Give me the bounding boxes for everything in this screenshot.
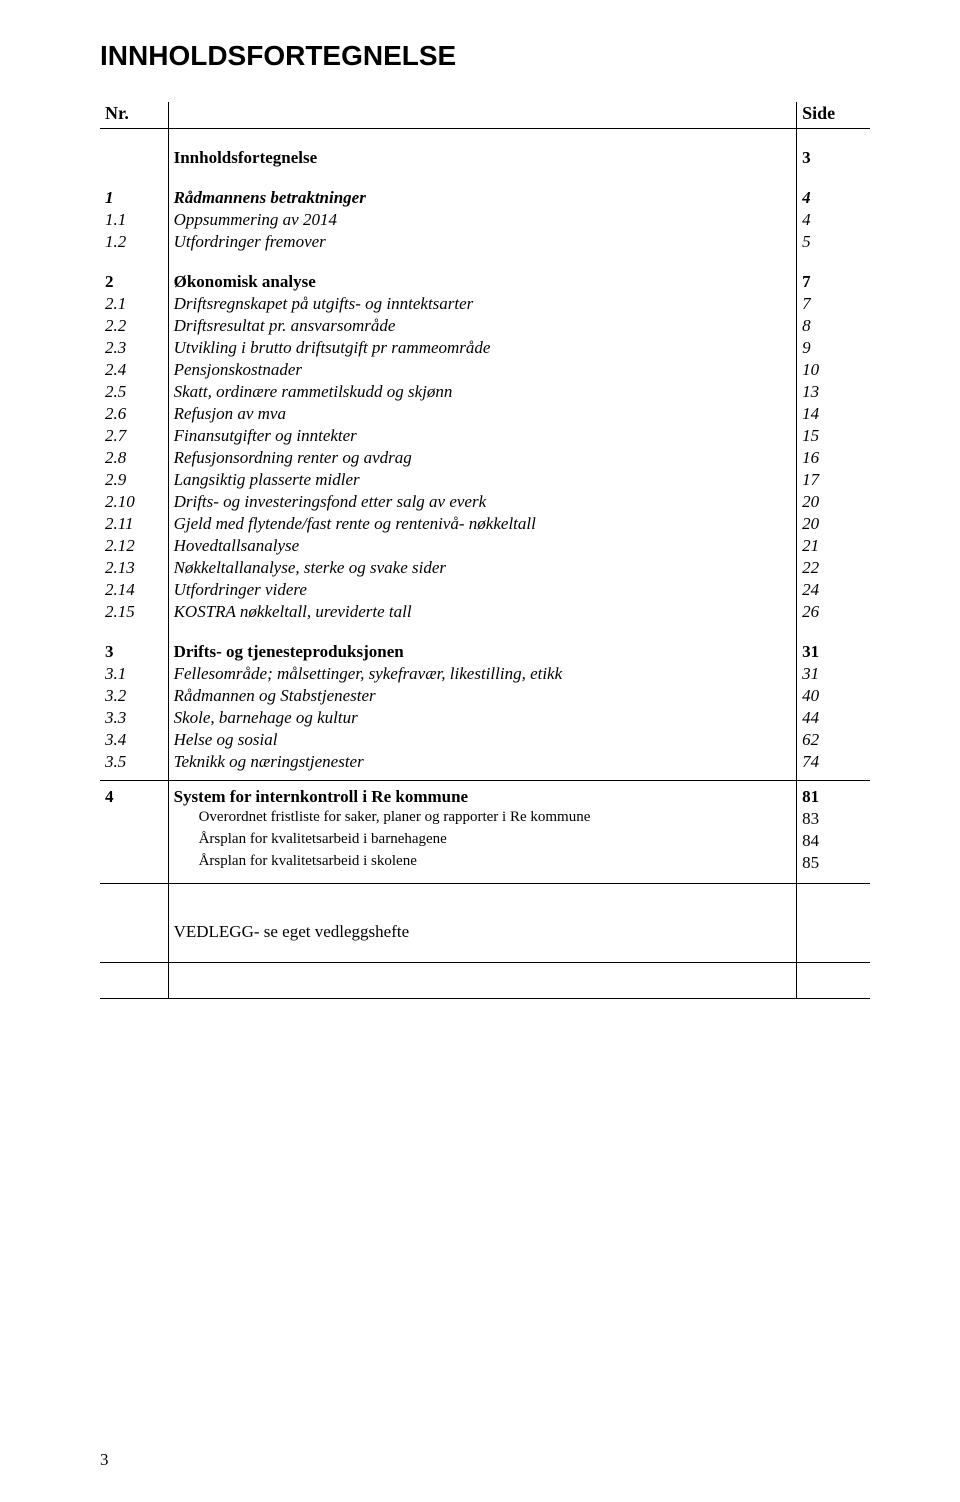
vedlegg-row: VEDLEGG- se eget vedleggshefte bbox=[100, 902, 870, 963]
empty-row bbox=[100, 874, 870, 884]
item-row: 2.12Hovedtallsanalyse21 bbox=[100, 535, 870, 557]
item-row: Årsplan for kvalitetsarbeid i skolene85 bbox=[100, 852, 870, 874]
item-row: 2.6Refusjon av mva14 bbox=[100, 403, 870, 425]
section-row: 3 Drifts- og tjenesteproduksjonen 31 bbox=[100, 641, 870, 663]
section-page: 31 bbox=[797, 641, 870, 663]
item-row: 2.9Langsiktig plasserte midler17 bbox=[100, 469, 870, 491]
section-nr: 1 bbox=[100, 187, 168, 209]
item-page: 4 bbox=[797, 209, 870, 231]
item-title: Utfordringer fremover bbox=[168, 231, 797, 253]
item-row: 2.4Pensjonskostnader10 bbox=[100, 359, 870, 381]
section-nr: 3 bbox=[100, 641, 168, 663]
header-nr: Nr. bbox=[100, 102, 168, 129]
item-row: 3.2Rådmannen og Stabstjenester40 bbox=[100, 685, 870, 707]
intro-page: 3 bbox=[797, 147, 870, 169]
section-title: System for internkontroll i Re kommune bbox=[168, 786, 797, 808]
item-row: Årsplan for kvalitetsarbeid i barnehagen… bbox=[100, 830, 870, 852]
item-row: 2.7Finansutgifter og inntekter15 bbox=[100, 425, 870, 447]
item-row: 3.3Skole, barnehage og kultur44 bbox=[100, 707, 870, 729]
section-row: 2 Økonomisk analyse 7 bbox=[100, 271, 870, 293]
item-row: 3.4Helse og sosial62 bbox=[100, 729, 870, 751]
intro-row: Innholdsfortegnelse 3 bbox=[100, 147, 870, 169]
item-row: 2.5Skatt, ordinære rammetilskudd og skjø… bbox=[100, 381, 870, 403]
item-row: 3.5Teknikk og næringstjenester74 bbox=[100, 751, 870, 781]
item-row: 2.1Driftsregnskapet på utgifts- og innte… bbox=[100, 293, 870, 315]
section-page: 81 bbox=[797, 786, 870, 808]
item-row: 2.11Gjeld med flytende/fast rente og ren… bbox=[100, 513, 870, 535]
item-nr: 1.1 bbox=[100, 209, 168, 231]
item-row: 2.3Utvikling i brutto driftsutgift pr ra… bbox=[100, 337, 870, 359]
item-row: 1.1 Oppsummering av 2014 4 bbox=[100, 209, 870, 231]
section-title: Rådmannens betraktninger bbox=[168, 187, 797, 209]
item-row: 2.13Nøkkeltallanalyse, sterke og svake s… bbox=[100, 557, 870, 579]
header-row: Nr. Side bbox=[100, 102, 870, 129]
section-row: 4 System for internkontroll i Re kommune… bbox=[100, 786, 870, 808]
item-row: 3.1Fellesområde; målsettinger, sykefravæ… bbox=[100, 663, 870, 685]
toc-table: Nr. Side Innholdsfortegnelse 3 1 Rådmann… bbox=[100, 102, 870, 999]
header-side: Side bbox=[797, 102, 870, 129]
intro-title: Innholdsfortegnelse bbox=[168, 147, 797, 169]
item-row: Overordnet fristliste for saker, planer … bbox=[100, 808, 870, 830]
section-title: Drifts- og tjenesteproduksjonen bbox=[168, 641, 797, 663]
page-number: 3 bbox=[100, 1450, 109, 1470]
item-row: 1.2 Utfordringer fremover 5 bbox=[100, 231, 870, 253]
section-row: 1 Rådmannens betraktninger 4 bbox=[100, 187, 870, 209]
section-title: Økonomisk analyse bbox=[168, 271, 797, 293]
section-nr: 2 bbox=[100, 271, 168, 293]
header-title-empty bbox=[168, 102, 797, 129]
item-row: 2.8Refusjonsordning renter og avdrag16 bbox=[100, 447, 870, 469]
intro-nr bbox=[100, 147, 168, 169]
item-page: 5 bbox=[797, 231, 870, 253]
item-row: 2.2Driftsresultat pr. ansvarsområde8 bbox=[100, 315, 870, 337]
item-row: 2.14 Utfordringer videre24 bbox=[100, 579, 870, 601]
section-page: 7 bbox=[797, 271, 870, 293]
vedlegg-text: VEDLEGG- se eget vedleggshefte bbox=[168, 902, 797, 963]
page-title: INNHOLDSFORTEGNELSE bbox=[100, 40, 870, 72]
item-title: Oppsummering av 2014 bbox=[168, 209, 797, 231]
item-row: 2.15KOSTRA nøkkeltall, ureviderte tall26 bbox=[100, 601, 870, 623]
item-row: 2.10 Drifts- og investeringsfond etter s… bbox=[100, 491, 870, 513]
section-nr: 4 bbox=[100, 786, 168, 808]
section-page: 4 bbox=[797, 187, 870, 209]
item-nr: 1.2 bbox=[100, 231, 168, 253]
